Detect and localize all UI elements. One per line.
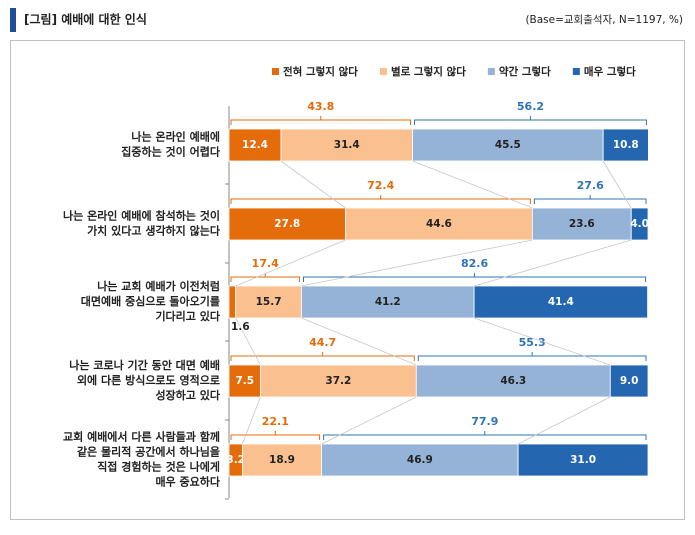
chart-title: [그림] 예배에 대한 인식 [24, 12, 147, 27]
value-label: 12.4 [242, 139, 268, 151]
category-label: 나는 온라인 예배에 집중하는 것이 어렵다 [121, 130, 221, 159]
value-label: 31.4 [334, 139, 360, 151]
total-label: 82.6 [461, 257, 488, 270]
value-label: 18.9 [269, 454, 295, 466]
legend-swatch [487, 68, 495, 75]
value-label: 10.8 [613, 139, 639, 151]
total-label: 72.4 [367, 179, 394, 192]
value-label: 23.6 [569, 218, 595, 230]
legend-label: 전혀 그렇지 않다 [283, 65, 358, 78]
bar-segment [630, 207, 649, 241]
total-bracket [417, 352, 647, 361]
connector-line [235, 317, 261, 366]
value-label: 45.5 [495, 139, 521, 151]
total-bracket [323, 431, 647, 440]
legend-label: 별로 그렇지 않다 [391, 65, 466, 78]
connector-line [321, 396, 417, 445]
total-label: 22.1 [262, 415, 289, 428]
chart-note: (Base=교회출석자, N=1197, %) [525, 14, 683, 26]
category-label: 교회 예배에서 다른 사람들과 함께 같은 물리적 공간에서 하나님을 직접 경험하… [63, 430, 221, 489]
value-label: 31.0 [570, 454, 596, 466]
bar-segment [242, 443, 322, 477]
bar-segment [260, 364, 417, 398]
value-label: 9.0 [620, 375, 639, 387]
total-label: 17.4 [252, 257, 279, 270]
value-label: 41.2 [375, 296, 401, 308]
bar-segment [345, 207, 533, 241]
category-label: 나는 교회 예배가 이전처럼 대면예배 중심으로 돌아오기를 기다리고 있다 [81, 279, 221, 323]
value-label: 41.4 [548, 296, 574, 308]
total-label: 44.7 [309, 336, 336, 349]
bar-segment [602, 128, 649, 162]
total-bracket [230, 116, 412, 125]
connector-line [474, 239, 632, 287]
legend-label: 약간 그렇다 [499, 65, 551, 78]
category-label: 나는 코로나 기간 동안 대면 예배 외에 다른 방식으로도 영적으로 성장하고 있… [69, 358, 221, 402]
total-bracket [302, 273, 647, 282]
total-bracket [230, 195, 531, 204]
total-bracket [414, 116, 647, 125]
total-label: 56.2 [517, 100, 544, 113]
total-label: 43.8 [307, 100, 334, 113]
connector-line [242, 396, 261, 445]
category-label: 나는 온라인 예배에 참석하는 것이 가치 있다고 생각하지 않는다 [63, 209, 221, 238]
total-bracket [533, 195, 647, 204]
total-label: 77.9 [471, 415, 498, 428]
bar-segment [473, 285, 648, 319]
legend-swatch [572, 68, 580, 75]
connector-line [301, 317, 417, 366]
legend-label: 매우 그렇다 [584, 65, 636, 78]
connector-line [602, 160, 632, 209]
value-label: 46.9 [407, 454, 433, 466]
value-label: 4.0 [630, 218, 649, 230]
bar-segment [235, 285, 302, 319]
bar-segment [228, 285, 237, 319]
connector-line [517, 396, 611, 445]
connector-line [301, 239, 533, 287]
value-label: 27.8 [274, 218, 300, 230]
value-label: 37.2 [325, 375, 351, 387]
value-label: 44.6 [426, 218, 452, 230]
value-label: 46.3 [500, 375, 526, 387]
bar-segment [301, 285, 475, 319]
bar-segment [228, 128, 282, 162]
bar-segment [228, 364, 261, 398]
connector-line [473, 317, 611, 366]
total-label: 55.3 [519, 336, 546, 349]
connector-line [235, 239, 346, 287]
legend-swatch [272, 68, 279, 75]
total-label: 27.6 [577, 179, 604, 192]
value-label: 15.7 [256, 296, 282, 308]
value-label: 3.2 [226, 454, 245, 466]
bar-segment [415, 364, 611, 398]
total-bracket [230, 352, 415, 361]
value-label: 7.5 [235, 375, 254, 387]
legend-swatch [379, 68, 387, 75]
bar-segment [517, 443, 649, 477]
chart-frame [10, 40, 685, 520]
connector-line [412, 160, 533, 209]
total-bracket [230, 431, 321, 440]
title-bar [10, 8, 16, 32]
connector-line [280, 160, 346, 209]
bar-segment [609, 364, 649, 398]
